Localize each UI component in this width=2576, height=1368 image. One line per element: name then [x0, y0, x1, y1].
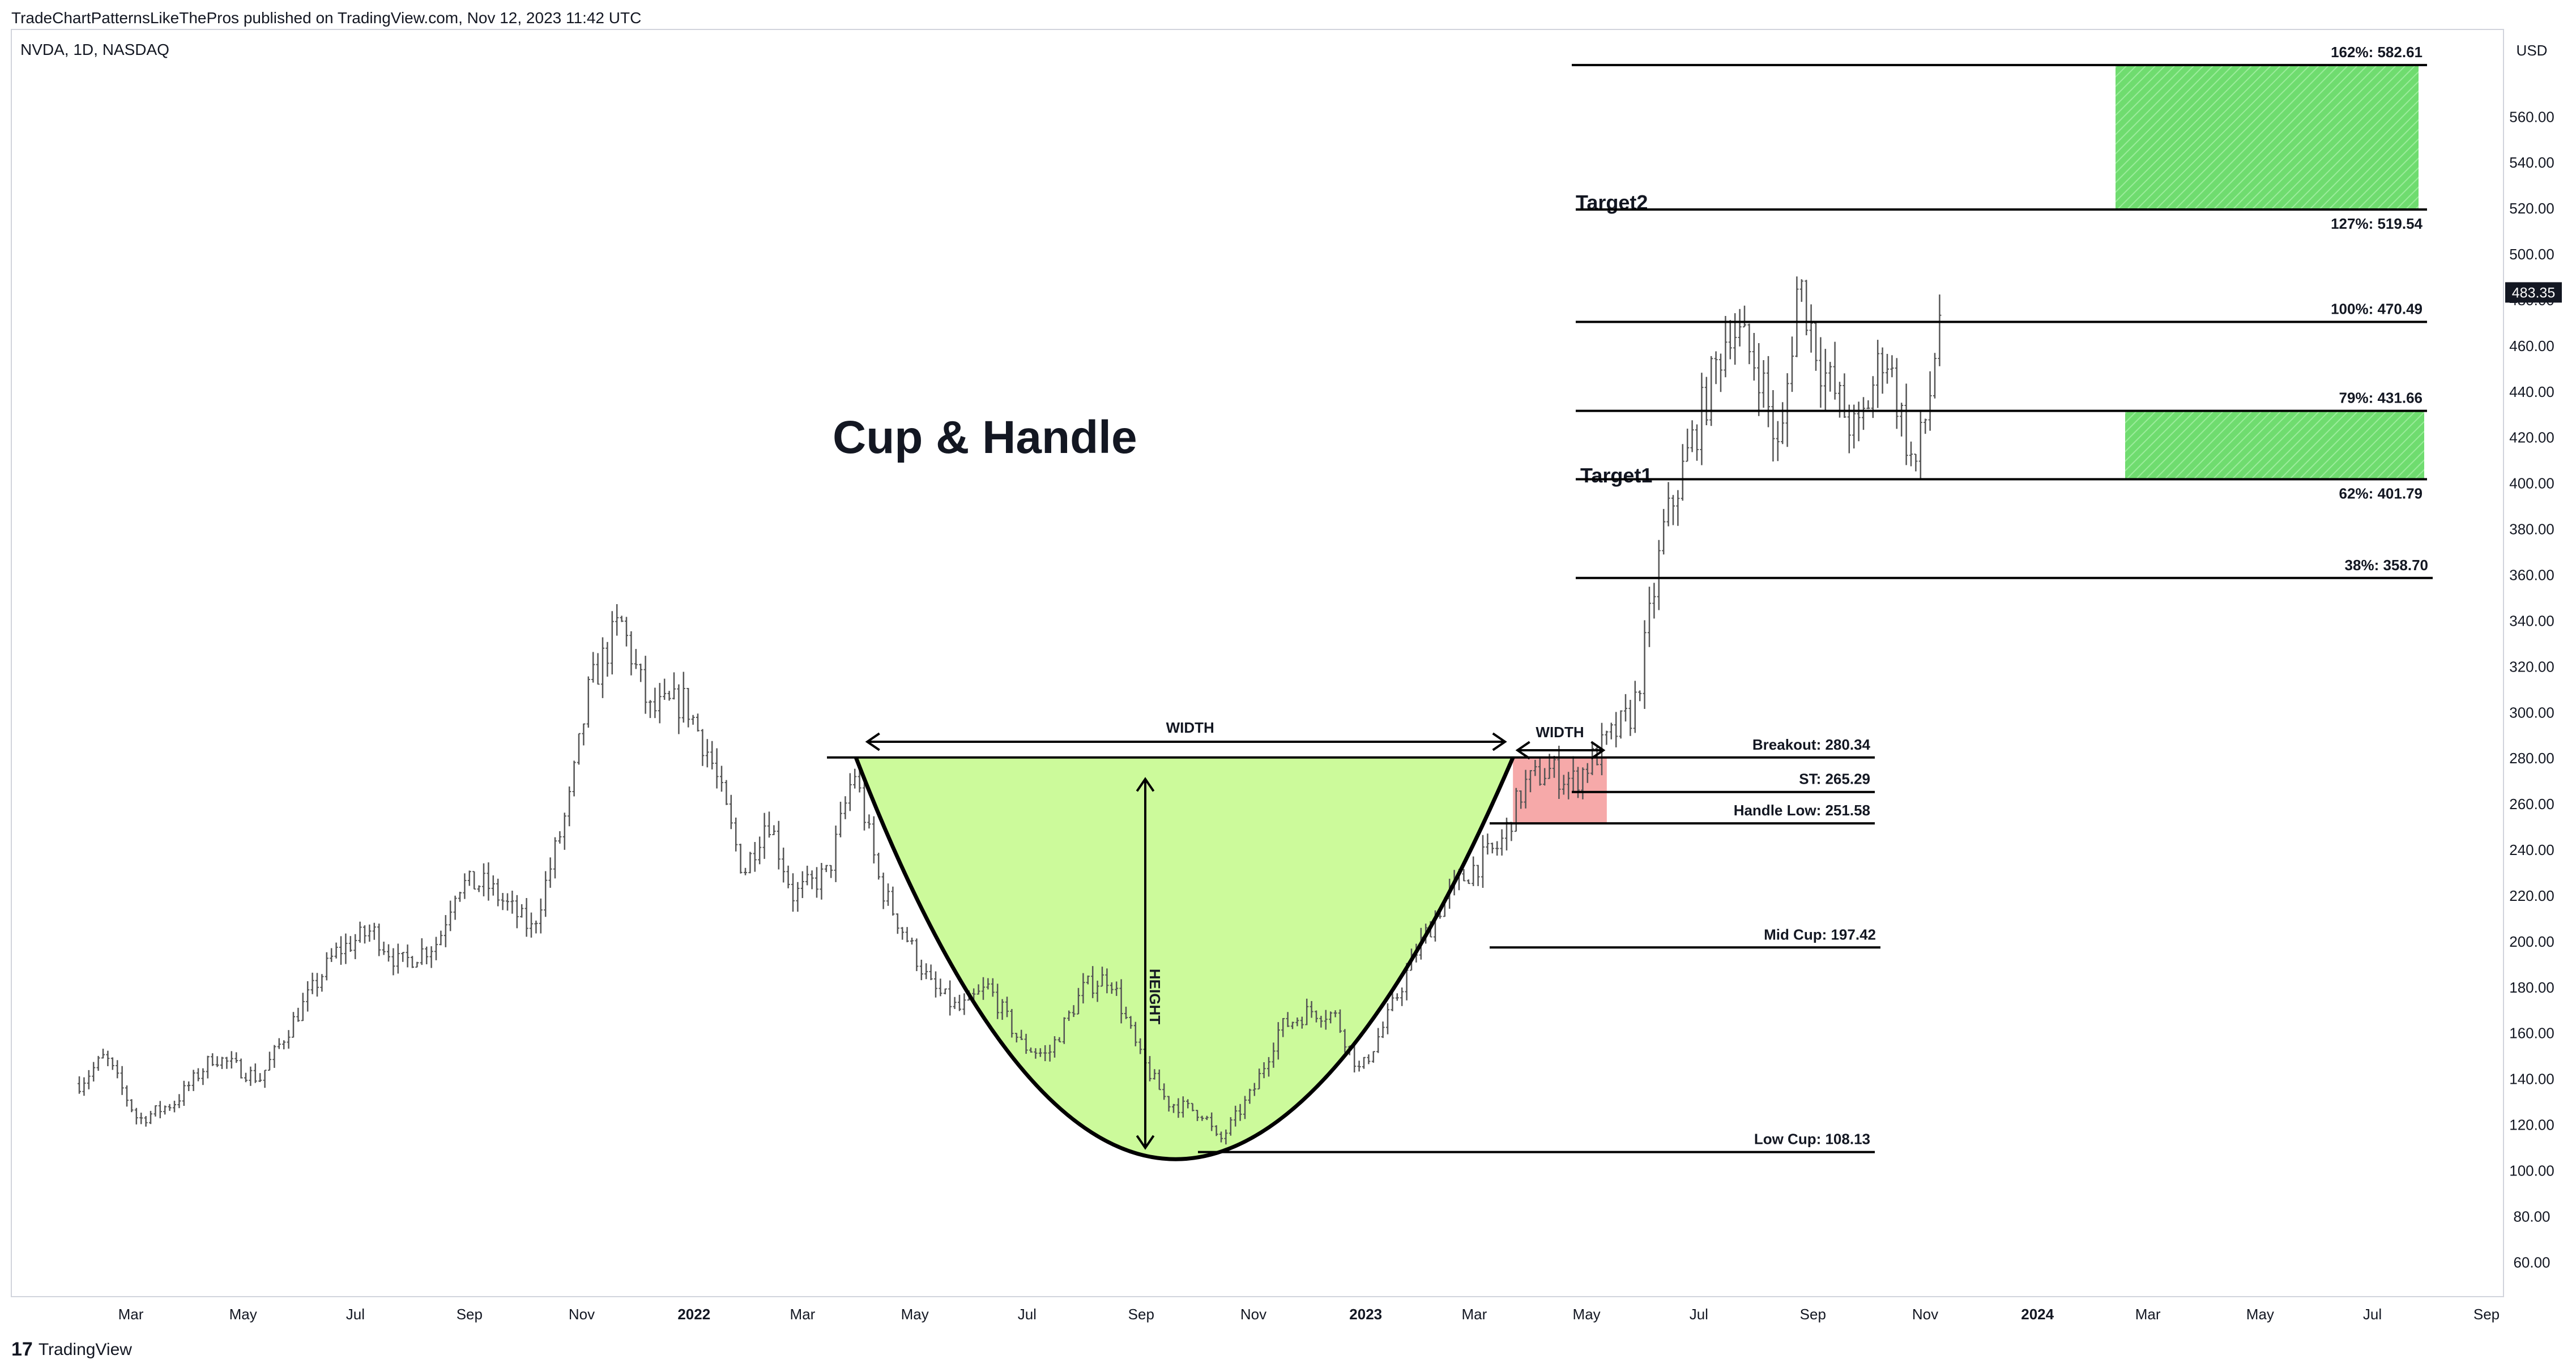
- x-tick-label: May: [1573, 1306, 1601, 1323]
- y-tick-label: 500.00: [2509, 246, 2554, 263]
- cup-fill[interactable]: [856, 757, 1513, 1160]
- tradingview-logo-icon: 17: [11, 1339, 33, 1360]
- level-label: Handle Low: 251.58: [1734, 802, 1870, 819]
- level-label: Mid Cup: 197.42: [1764, 926, 1876, 943]
- cup-height-arrow-head: [1136, 777, 1155, 792]
- y-tick-label: 120.00: [2509, 1117, 2554, 1134]
- y-tick-label: 460.00: [2509, 337, 2554, 354]
- x-tick-label: 2022: [677, 1306, 710, 1323]
- fib-label: 79%: 431.66: [2339, 390, 2423, 407]
- x-tick-label: May: [901, 1306, 929, 1323]
- fib-label: 62%: 401.79: [2339, 485, 2423, 502]
- fib-label: 100%: 470.49: [2331, 300, 2423, 317]
- x-tick-label: 2023: [1349, 1306, 1382, 1323]
- handle-width-label: WIDTH: [1536, 724, 1584, 741]
- x-tick-label: Nov: [1912, 1306, 1938, 1323]
- tradingview-logo[interactable]: 17 TradingView: [11, 1339, 132, 1361]
- x-tick-label: Jul: [2363, 1306, 2382, 1323]
- y-tick-label: 60.00: [2513, 1254, 2550, 1271]
- x-tick-label: Mar: [2135, 1306, 2161, 1323]
- publisher-line: TradeChartPatternsLikeThePros published …: [11, 9, 642, 27]
- y-tick-label: 300.00: [2509, 704, 2554, 721]
- fib-label: 38%: 358.70: [2345, 557, 2428, 574]
- level-label: ST: 265.29: [1799, 771, 1870, 788]
- y-tick-label: 560.00: [2509, 108, 2554, 125]
- x-tick-label: Nov: [1240, 1306, 1266, 1323]
- y-tick-label: 180.00: [2509, 979, 2554, 996]
- cup-width-arrow-head: [1492, 732, 1507, 751]
- y-tick-label: 200.00: [2509, 933, 2554, 950]
- x-tick-label: Nov: [569, 1306, 595, 1323]
- y-tick-label: 380.00: [2509, 521, 2554, 538]
- last-price-label: 483.35: [2512, 285, 2555, 301]
- y-tick-label: 100.00: [2509, 1162, 2554, 1179]
- x-tick-label: Mar: [1462, 1306, 1487, 1323]
- cup-width-arrow-head: [865, 732, 880, 751]
- y-tick-label: 320.00: [2509, 658, 2554, 675]
- level-label: Breakout: 280.34: [1752, 736, 1871, 753]
- target-zone-2[interactable]: [2116, 65, 2419, 210]
- currency-label: USD: [2517, 42, 2548, 59]
- y-tick-label: 80.00: [2513, 1208, 2550, 1225]
- cup-width-label: WIDTH: [1166, 719, 1214, 736]
- y-tick-label: 360.00: [2509, 567, 2554, 584]
- x-tick-label: May: [2246, 1306, 2274, 1323]
- y-tick-label: 140.00: [2509, 1071, 2554, 1088]
- last-price-badge[interactable]: [2505, 282, 2562, 303]
- fib-label: 127%: 519.54: [2331, 215, 2423, 232]
- cup-height-arrow-head: [1136, 1135, 1155, 1150]
- fib-label: 162%: 582.61: [2331, 44, 2423, 61]
- x-tick-label: Sep: [2473, 1306, 2500, 1323]
- tradingview-logo-text: TradingView: [38, 1340, 132, 1359]
- y-tick-label: 240.00: [2509, 841, 2554, 858]
- y-tick-label: 400.00: [2509, 475, 2554, 492]
- x-tick-label: Jul: [346, 1306, 365, 1323]
- cup-curve[interactable]: [854, 756, 1515, 1161]
- handle-box[interactable]: [1513, 757, 1607, 824]
- y-tick-label: 520.00: [2509, 200, 2554, 217]
- x-tick-label: Mar: [790, 1306, 816, 1323]
- handle-width-arrow-head: [1590, 741, 1606, 760]
- x-tick-label: Sep: [1128, 1306, 1154, 1323]
- y-tick-label: 340.00: [2509, 612, 2554, 629]
- y-tick-label: 260.00: [2509, 796, 2554, 813]
- y-tick-label: 220.00: [2509, 887, 2554, 904]
- y-tick-label: 420.00: [2509, 429, 2554, 446]
- chart-title: Cup & Handle: [833, 412, 1137, 463]
- handle-width-arrow-head: [1515, 741, 1530, 760]
- cup-height-label: HEIGHT: [1146, 969, 1163, 1024]
- x-tick-label: Mar: [118, 1306, 144, 1323]
- level-label: Low Cup: 108.13: [1754, 1131, 1870, 1148]
- x-tick-label: 2024: [2021, 1306, 2054, 1323]
- target-zone-1[interactable]: [2125, 411, 2424, 480]
- symbol-label[interactable]: NVDA, 1D, NASDAQ: [20, 41, 169, 58]
- x-tick-label: Jul: [1018, 1306, 1037, 1323]
- x-tick-label: May: [229, 1306, 257, 1323]
- y-tick-label: 280.00: [2509, 750, 2554, 767]
- x-tick-label: Sep: [457, 1306, 483, 1323]
- y-tick-label: 440.00: [2509, 383, 2554, 400]
- target-label-1: Target1: [1580, 464, 1652, 487]
- y-tick-label: 540.00: [2509, 154, 2554, 171]
- x-tick-label: Jul: [1690, 1306, 1708, 1323]
- x-tick-label: Sep: [1800, 1306, 1826, 1323]
- y-tick-label: 160.00: [2509, 1025, 2554, 1042]
